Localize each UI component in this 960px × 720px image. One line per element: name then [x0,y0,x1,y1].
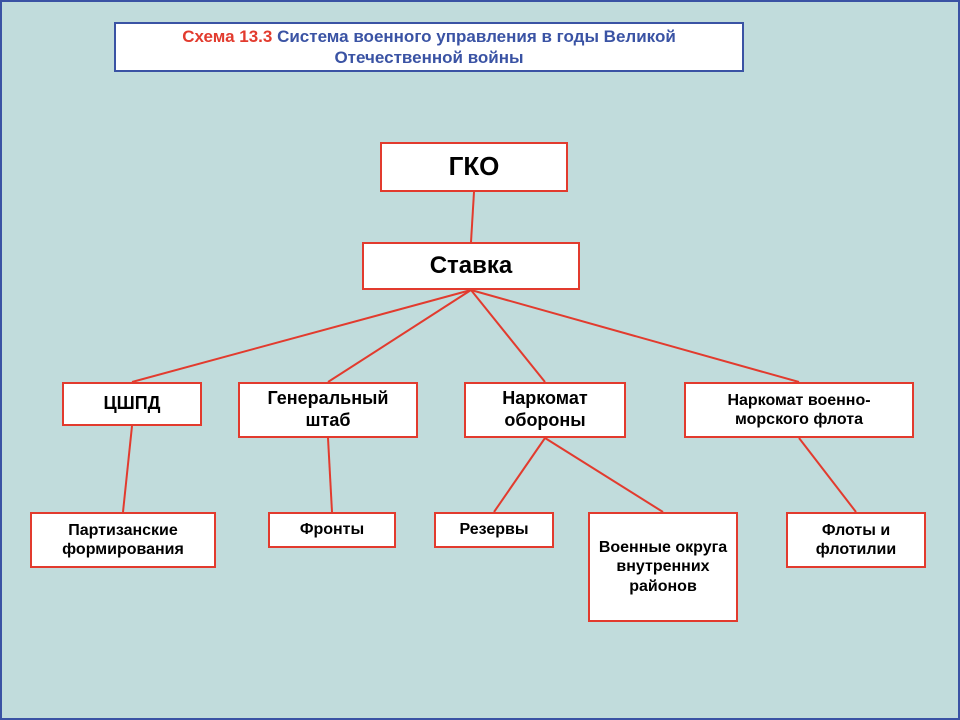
connector-lines [2,2,960,720]
node-stavka: Ставка [362,242,580,290]
node-okruga: Военные округа внутренних районов [588,512,738,622]
node-narkom-vmf: Наркомат военно-морского флота [684,382,914,438]
title-text: Система военного управления в годы Велик… [272,27,675,67]
node-narkom-ob: Наркомат обороны [464,382,626,438]
diagram-title-text: Схема 13.3 Система военного управления в… [128,26,730,69]
node-gko: ГКО [380,142,568,192]
node-fronty: Фронты [268,512,396,548]
node-floty: Флоты и флотилии [786,512,926,568]
node-partizan: Партизанские формирования [30,512,216,568]
node-rezervy: Резервы [434,512,554,548]
title-prefix: Схема 13.3 [182,27,272,46]
node-cshpd: ЦШПД [62,382,202,426]
node-genshtab: Генеральный штаб [238,382,418,438]
diagram-title-box: Схема 13.3 Система военного управления в… [114,22,744,72]
diagram-canvas: Схема 13.3 Система военного управления в… [0,0,960,720]
